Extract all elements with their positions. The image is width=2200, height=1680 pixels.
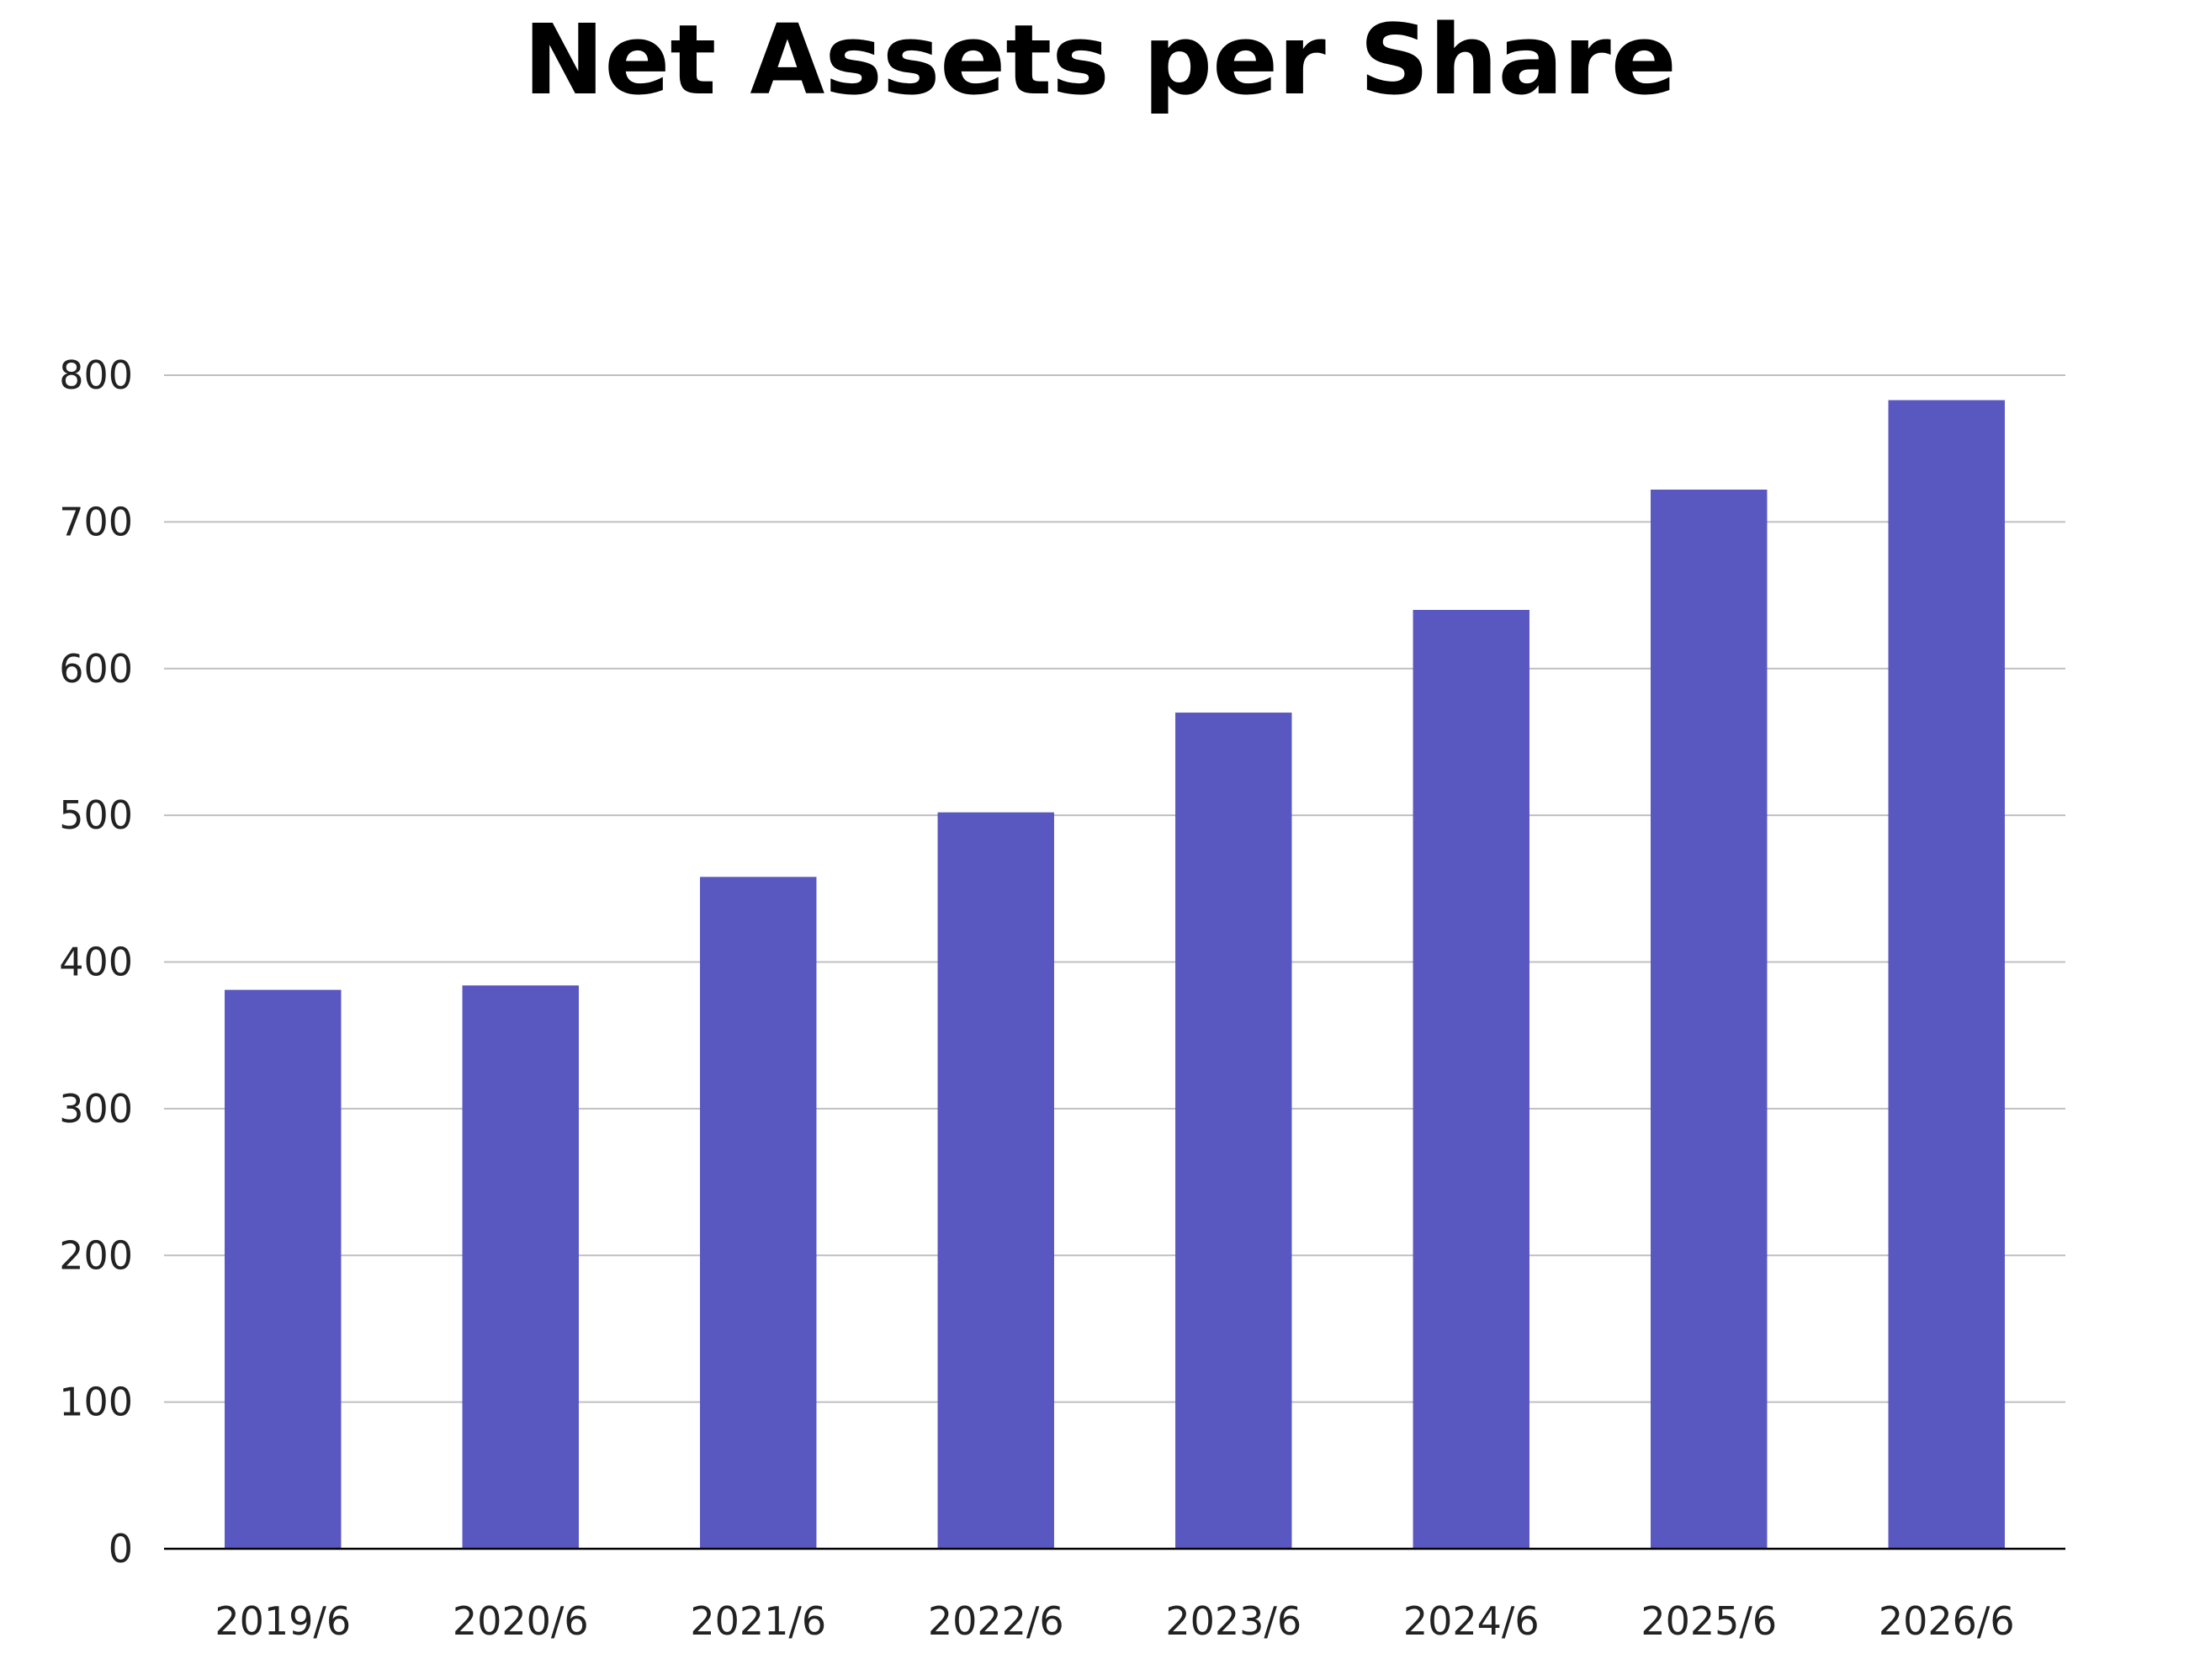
x-tick-label: 2021/6: [690, 1598, 826, 1644]
x-tick-label: 2020/6: [453, 1598, 589, 1644]
bars: [225, 400, 2005, 1550]
x-tick-label: 2019/6: [215, 1598, 351, 1644]
y-tick-label: 600: [59, 646, 133, 692]
y-tick-label: 100: [59, 1380, 133, 1425]
y-tick-label: 200: [59, 1232, 133, 1278]
bar: [1888, 400, 2005, 1549]
bar: [225, 989, 342, 1549]
bar: [1651, 490, 1768, 1550]
bar: [1413, 610, 1529, 1549]
y-tick-label: 700: [59, 499, 133, 544]
x-tick-label: 2025/6: [1641, 1598, 1777, 1644]
y-tick-label: 400: [59, 940, 133, 985]
bar: [937, 812, 1054, 1549]
bar: [1175, 713, 1292, 1549]
y-tick-label: 500: [59, 792, 133, 838]
tick-labels: 0 100 200 300 400 500 600 700 800 2019/6 2020/6 202…: [59, 352, 2014, 1644]
x-tick-label: 2024/6: [1403, 1598, 1540, 1644]
x-tick-label: 2023/6: [1165, 1598, 1301, 1644]
y-tick-label: 800: [59, 352, 133, 398]
bar: [462, 985, 579, 1549]
chart-title: Net Assets per Share: [523, 4, 1677, 117]
gridlines: [164, 374, 2065, 1403]
y-tick-label: 300: [59, 1086, 133, 1131]
x-tick-label: 2026/6: [1879, 1598, 2015, 1644]
x-tick-label: 2022/6: [928, 1598, 1064, 1644]
bar: [700, 877, 817, 1549]
y-tick-label: 0: [109, 1526, 133, 1571]
